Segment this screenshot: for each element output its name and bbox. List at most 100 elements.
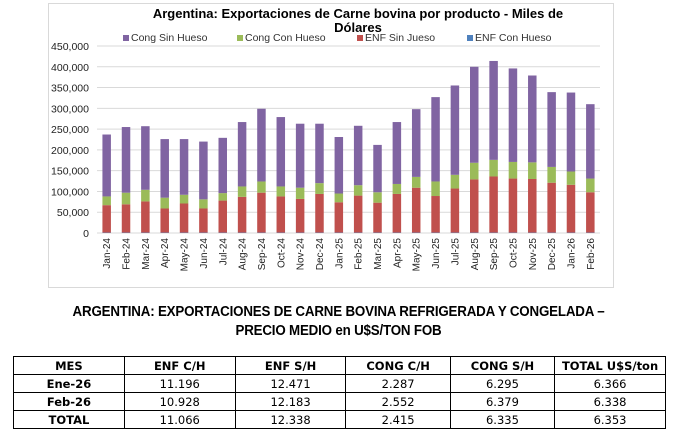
bar-cong-con-hueso [450, 174, 460, 189]
bar-cong-sin-hueso [121, 127, 131, 193]
bar-cong-sin-hueso [295, 123, 305, 188]
bar-cong-con-hueso [160, 197, 169, 209]
bar-cong-con-hueso [257, 181, 266, 193]
bar-enf-sin-jueso [102, 205, 111, 233]
bar-enf-sin-jueso [528, 178, 537, 233]
y-tick-label: 50,000 [57, 207, 89, 219]
x-tick-label: Oct-24 [276, 238, 287, 268]
cell-cong-sh: 6.379 [449, 392, 556, 411]
bar-enf-sin-jueso [373, 202, 382, 233]
table-title-line-1: ARGENTINA: EXPORTACIONES DE CARNE BOVINA… [72, 304, 605, 320]
x-tick-label: May-25 [412, 238, 423, 272]
bar-cong-sin-hueso [566, 92, 576, 172]
bar-enf-sin-jueso [508, 178, 518, 233]
price-table: MES ENF C/H ENF S/H CONG C/H CONG S/H TO… [13, 356, 666, 429]
bar-cong-con-hueso [508, 161, 518, 179]
bars [102, 60, 595, 233]
bar-enf-sin-jueso [160, 208, 169, 233]
bar-enf-sin-jueso [257, 192, 266, 233]
x-tick-label: Jun-24 [199, 238, 210, 269]
bar-cong-sin-hueso [334, 137, 344, 194]
bar-enf-sin-jueso [218, 200, 227, 233]
header-enf-sh: ENF S/H [234, 356, 347, 375]
y-tick-label: 400,000 [51, 62, 89, 74]
chart-title-line-2: Dólares [334, 20, 382, 35]
bar-cong-con-hueso [489, 159, 498, 177]
bar-enf-sin-jueso [276, 196, 286, 233]
bar-enf-sin-jueso [295, 198, 305, 233]
table-row-total: TOTAL 11.066 12.338 2.415 6.335 6.353 [13, 410, 666, 429]
x-tick-label: Jun-25 [431, 238, 442, 269]
bar-enf-sin-jueso [353, 195, 363, 233]
cell-enf-sh: 12.471 [234, 374, 347, 393]
bar-cong-sin-hueso [411, 109, 421, 177]
cell-enf-sh: 12.338 [234, 410, 347, 429]
bar-cong-con-hueso [353, 185, 363, 196]
header-cong-ch: CONG C/H [345, 356, 451, 375]
cell-total: 6.366 [554, 374, 666, 393]
bar-cong-sin-hueso [237, 122, 247, 187]
cell-enf-ch: 10.928 [123, 392, 236, 411]
x-tick-label: Feb-26 [586, 238, 597, 270]
gridlines [97, 45, 600, 234]
bar-enf-sin-jueso [586, 192, 595, 233]
x-axis: Jan-24 Feb-24 Mar-24 Apr-24 May-24 Jun-24 Jul-… [102, 238, 597, 272]
bar-cong-con-hueso [121, 192, 131, 205]
legend-swatch-cong-sin-hueso [123, 35, 129, 41]
x-tick-label: Dec-25 [547, 238, 558, 271]
bar-enf-sin-jueso [121, 204, 131, 233]
bar-cong-sin-hueso [102, 134, 111, 197]
bar-enf-sin-jueso [199, 208, 208, 233]
table-row: Feb-26 10.928 12.183 2.552 6.379 6.338 [13, 392, 666, 411]
bar-enf-sin-jueso [237, 196, 247, 233]
bar-cong-con-hueso [470, 162, 479, 180]
cell-cong-ch: 2.415 [345, 410, 451, 429]
x-tick-label: Oct-25 [508, 238, 519, 268]
cell-cong-sh: 6.335 [449, 410, 556, 429]
chart-legend: Cong Sin Hueso Cong Con Hueso ENF Sin Jues… [123, 32, 552, 44]
legend-swatch-enf-sin-jueso [357, 35, 363, 41]
bar-cong-con-hueso [334, 193, 344, 203]
cell-cong-ch: 2.287 [345, 374, 451, 393]
bar-enf-sin-jueso [392, 193, 402, 233]
bar-enf-sin-jueso [450, 188, 460, 233]
x-tick-label: Nov-25 [528, 238, 539, 271]
bar-cong-con-hueso [237, 186, 247, 197]
cell-mes: TOTAL [13, 410, 125, 429]
bar-enf-sin-jueso [141, 201, 150, 233]
bar-cong-con-hueso [586, 178, 595, 193]
y-tick-label: 350,000 [51, 83, 89, 95]
bar-cong-sin-hueso [470, 66, 479, 163]
bar-cong-con-hueso [392, 183, 402, 194]
bar-cong-con-hueso [276, 186, 286, 197]
y-tick-label: 250,000 [51, 124, 89, 136]
header-cong-sh: CONG S/H [449, 356, 556, 375]
bar-cong-sin-hueso [450, 85, 460, 175]
bar-enf-sin-jueso [547, 182, 556, 233]
x-tick-label: Nov-24 [296, 238, 307, 271]
x-tick-label: Feb-24 [122, 238, 133, 270]
x-tick-label: May-24 [180, 238, 191, 272]
cell-enf-ch: 11.196 [123, 374, 236, 393]
bar-cong-sin-hueso [315, 123, 324, 184]
y-tick-label: 200,000 [51, 145, 89, 157]
bar-enf-sin-jueso [315, 193, 324, 233]
legend-label-cong-con-hueso: Cong Con Hueso [245, 32, 326, 44]
cell-total: 6.338 [554, 392, 666, 411]
legend-label-enf-sin-jueso: ENF Sin Jueso [365, 32, 435, 44]
cell-cong-ch: 2.552 [345, 392, 451, 411]
bar-cong-sin-hueso [586, 104, 595, 179]
bar-enf-sin-jueso [470, 179, 479, 233]
cell-total: 6.353 [554, 410, 666, 429]
legend-swatch-enf-con-hueso [467, 35, 473, 41]
chart-title: Argentina: Exportaciones de Carne bovina… [153, 6, 563, 35]
bar-cong-con-hueso [179, 194, 189, 204]
bar-cong-con-hueso [141, 189, 150, 202]
header-enf-ch: ENF C/H [123, 356, 236, 375]
bar-cong-con-hueso [102, 196, 111, 206]
bar-cong-con-hueso [199, 199, 208, 209]
bar-cong-sin-hueso [218, 137, 227, 194]
x-tick-label: Jul-24 [218, 238, 229, 266]
x-tick-label: Mar-24 [141, 238, 152, 270]
bar-cong-sin-hueso [199, 141, 208, 200]
